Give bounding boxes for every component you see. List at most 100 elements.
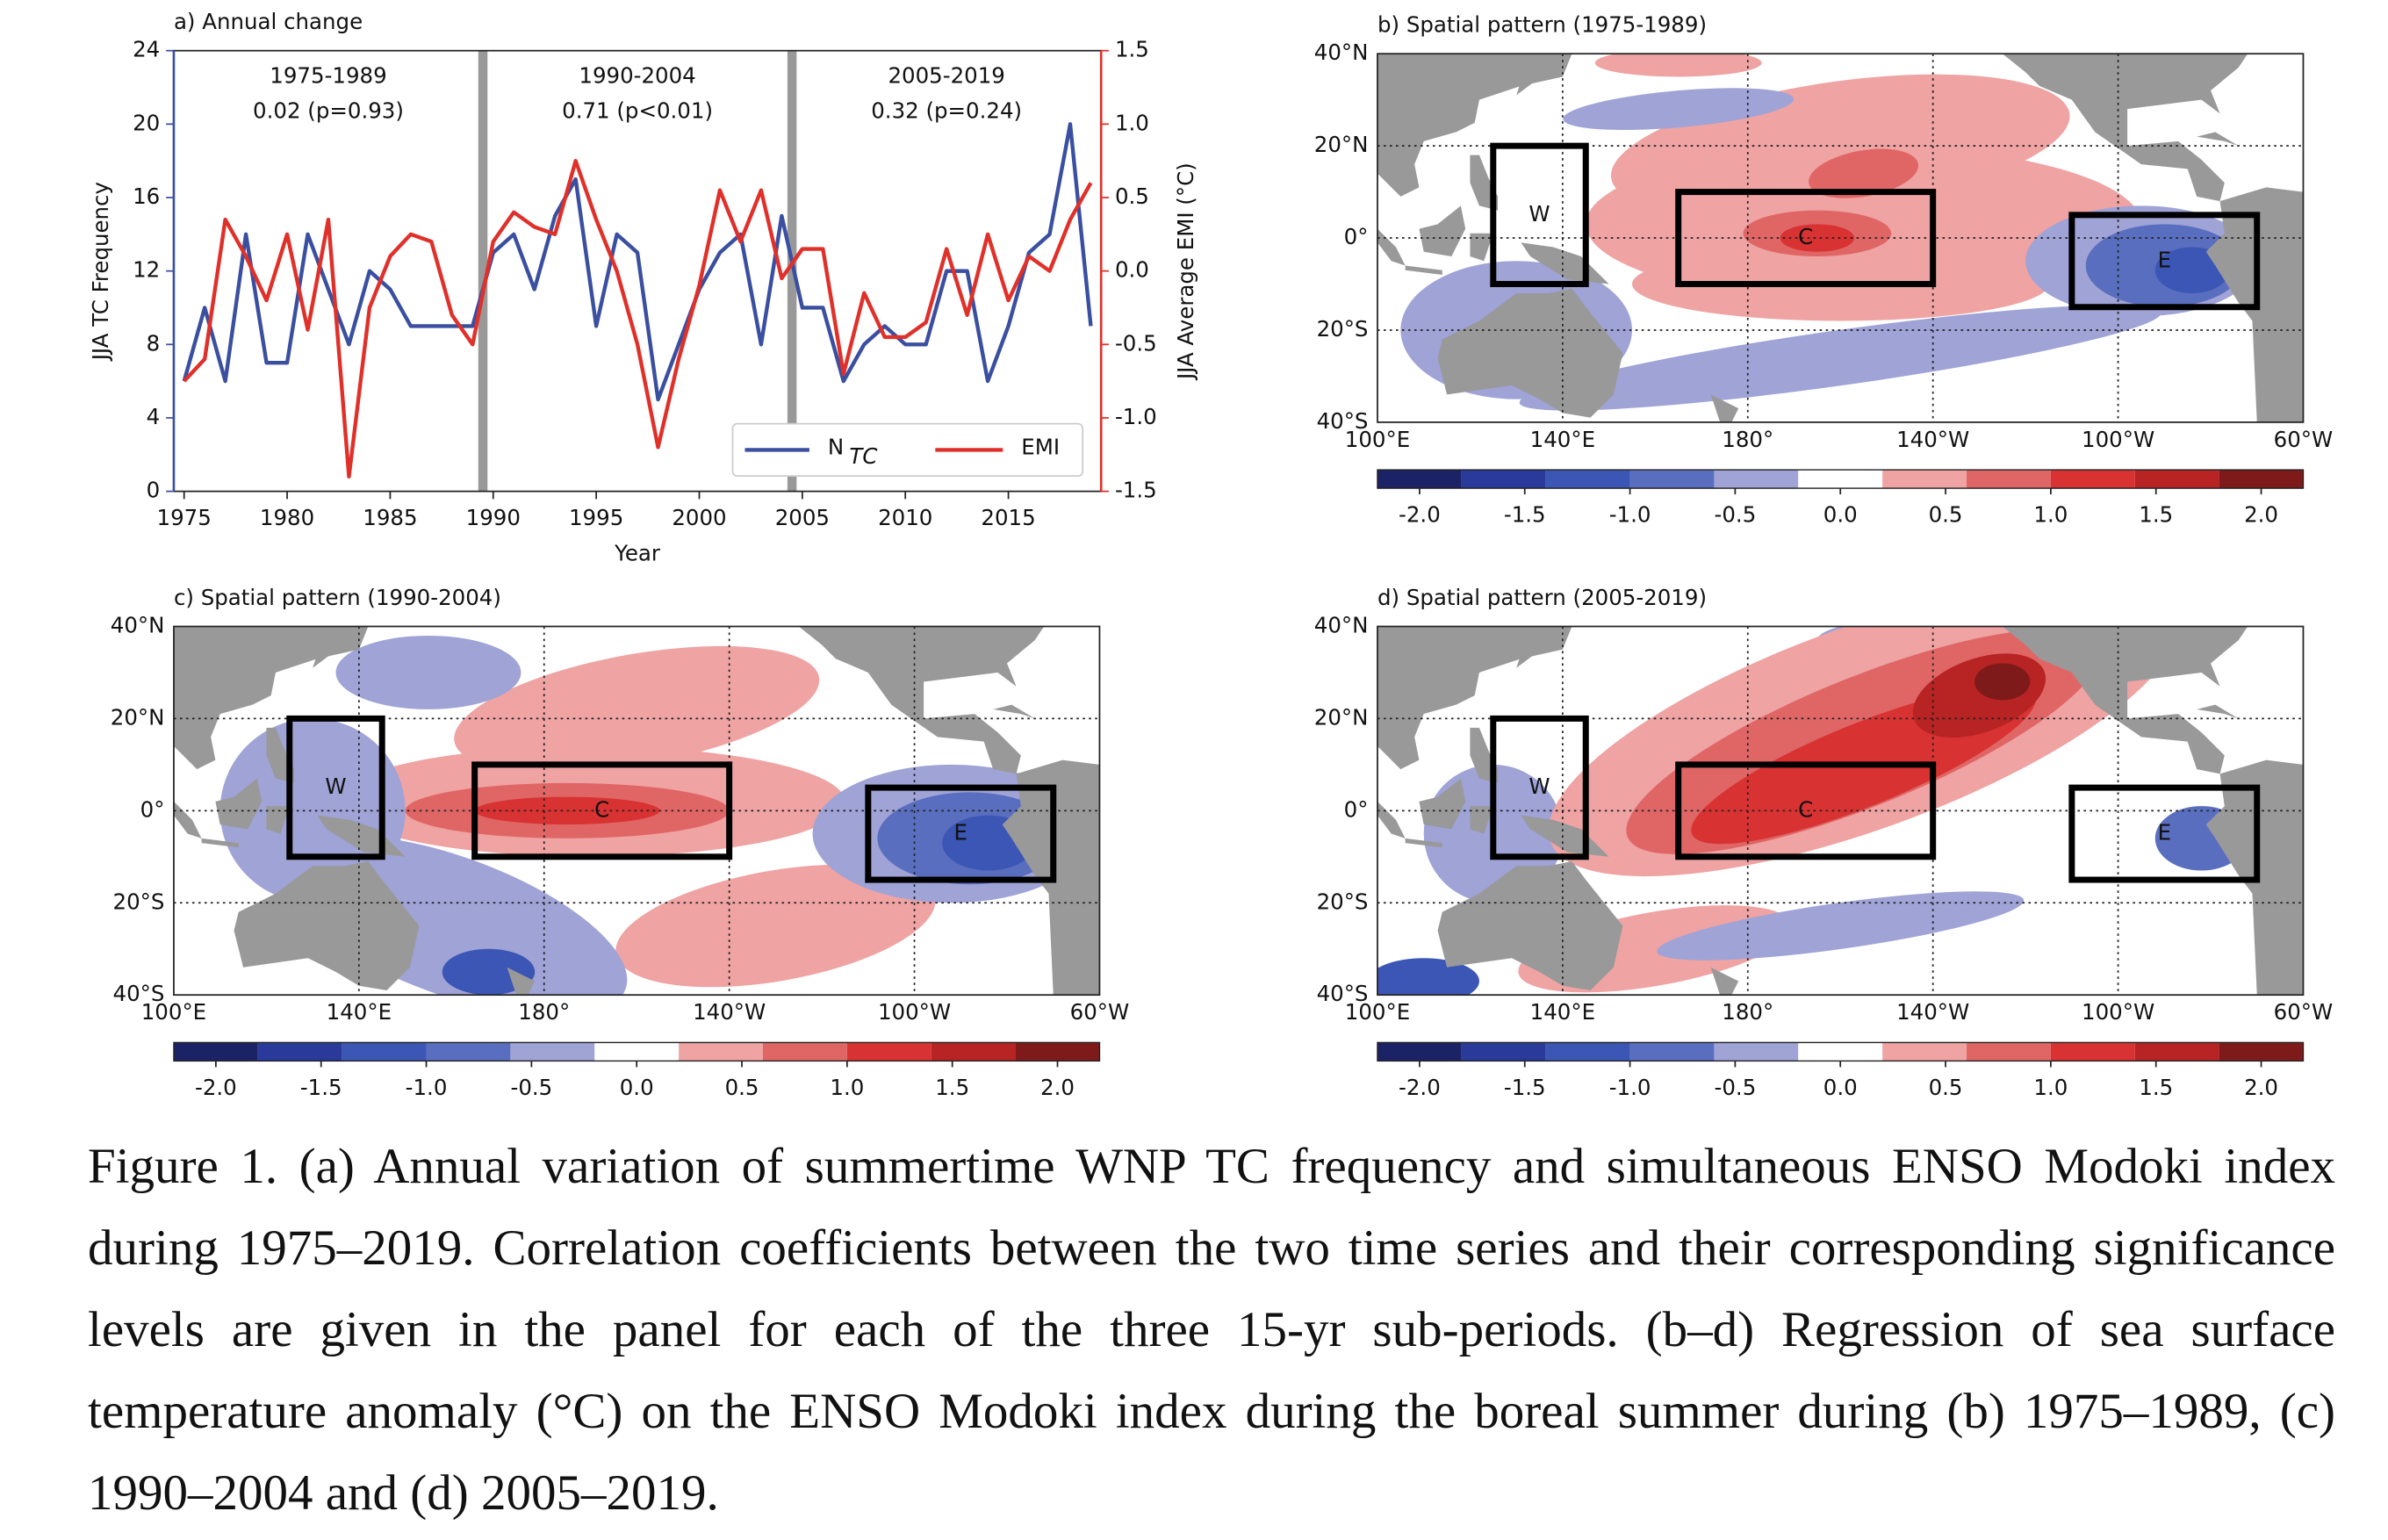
region-label: C [1798, 224, 1813, 249]
lon-label: 100°W [2082, 427, 2154, 452]
y-tick-label: 0 [147, 478, 161, 503]
sst-anomaly [335, 635, 521, 709]
colorbar-bin [1545, 470, 1630, 489]
lon-label: 100°W [2082, 999, 2154, 1025]
region-box [1490, 142, 1589, 288]
x-tick-label: 2010 [878, 505, 932, 530]
colorbar-bin [510, 1042, 595, 1061]
colorbar-tick-label: 1.0 [2033, 502, 2068, 528]
map-frame [1377, 53, 2305, 423]
y2-tick-label: -1.5 [1115, 478, 1157, 503]
land [507, 967, 536, 996]
lon-label: 180° [518, 999, 570, 1025]
region-box [286, 715, 385, 860]
land [993, 704, 1035, 719]
y2-tick-label: -0.5 [1115, 330, 1157, 356]
y2-tick-label: 0.0 [1115, 257, 1149, 283]
sst-anomaly [1563, 88, 1795, 131]
legend-label: N [828, 435, 844, 460]
x-tick-label: 2005 [775, 505, 830, 530]
map-area [1377, 54, 2304, 422]
x-tick-label: 1975 [157, 505, 212, 530]
land [1437, 861, 1623, 990]
sst-anomaly [1594, 54, 1762, 77]
y2-tick-label: 0.5 [1115, 184, 1149, 209]
lon-label: 140°E [1530, 427, 1595, 452]
series-line [183, 158, 1093, 479]
correlation-label: 0.02 (p=0.93) [253, 98, 404, 124]
land [1437, 288, 1623, 418]
legend-label: EMI [1021, 435, 1060, 460]
region-label: C [1798, 796, 1813, 822]
colorbar-bin [1377, 470, 1462, 489]
colorbar-tick-label: -1.5 [300, 1075, 342, 1100]
map-frame [173, 625, 1101, 997]
colorbar-bin [1015, 1042, 1100, 1061]
panel-title: d) Spatial pattern (2005-2019) [1377, 585, 1707, 610]
period-label: 1990-2004 [579, 62, 695, 88]
land [1419, 778, 1466, 830]
colorbar-tick-label: 0.0 [1823, 1075, 1858, 1100]
lat-label: 0° [140, 796, 165, 822]
colorbar-tick-label: 0.0 [1823, 502, 1858, 528]
x-tick-label: 1990 [466, 505, 521, 530]
colorbar-bin [1714, 1042, 1799, 1061]
lon-label: 100°E [1345, 999, 1410, 1025]
caption: Figure 1. (a) Annual variation of summer… [88, 1139, 2335, 1521]
land [2002, 626, 2248, 774]
x-tick-label: 2000 [672, 505, 726, 530]
correlation-label: 0.32 (p=0.24) [871, 98, 1022, 124]
lat-label: 40°N [1314, 40, 1369, 65]
colorbar-tick-label: -0.5 [1715, 1075, 1757, 1100]
colorbar-bin [1377, 1042, 1462, 1061]
land [1470, 233, 1493, 262]
colorbar-bin [2134, 470, 2219, 489]
y-tick-label: 20 [133, 110, 160, 135]
region-box [865, 784, 1057, 883]
region-box [1675, 189, 1937, 288]
correlation-label: 0.71 (p<0.01) [562, 98, 713, 124]
colorbar-bin [931, 1042, 1016, 1061]
y-tick-label: 24 [133, 37, 160, 62]
colorbar-bin [846, 1042, 931, 1061]
x-tick-label: 1980 [260, 505, 314, 530]
region-label: W [1528, 774, 1550, 799]
land [1419, 205, 1466, 257]
region-label: E [2158, 247, 2171, 272]
panel-title: c) Spatial pattern (1990-2004) [174, 585, 501, 610]
map-frame [1377, 625, 2305, 997]
region-box [2068, 212, 2261, 311]
region-box [2068, 784, 2261, 883]
y-tick-label: 4 [147, 404, 161, 429]
period-label: 2005-2019 [888, 62, 1004, 88]
colorbar-tick-label: 2.0 [1040, 1075, 1075, 1100]
x-tick-label: 1995 [569, 505, 623, 530]
colorbar-bin [1967, 470, 2051, 489]
lat-label: 20°S [1317, 889, 1369, 914]
sst-anomaly [1974, 663, 2031, 701]
lon-label: 100°W [878, 999, 951, 1025]
lon-label: 100°E [141, 999, 206, 1025]
land [2002, 54, 2248, 202]
colorbar-bin [1629, 1042, 1715, 1061]
colorbar-bin [679, 1042, 763, 1061]
land [1405, 265, 1442, 276]
lon-label: 140°W [1896, 427, 1969, 452]
colorbar-bin [1714, 470, 1799, 489]
colorbar-bin [1798, 1042, 1883, 1061]
lon-label: 140°W [1896, 999, 1969, 1025]
colorbar-bin [1882, 470, 1967, 489]
colorbar-bin [342, 1042, 427, 1061]
colorbar-bin [257, 1042, 342, 1061]
land [1710, 394, 1739, 422]
colorbar-tick-label: 0.0 [620, 1075, 654, 1100]
colorbar-tick-label: 1.5 [2139, 1075, 2173, 1100]
land [1405, 838, 1442, 848]
region-box [1490, 715, 1589, 860]
colorbar-bin [2219, 1042, 2304, 1061]
lon-label: 60°W [2274, 427, 2334, 452]
region-label: E [954, 820, 967, 846]
lat-label: 40°S [113, 981, 165, 1006]
